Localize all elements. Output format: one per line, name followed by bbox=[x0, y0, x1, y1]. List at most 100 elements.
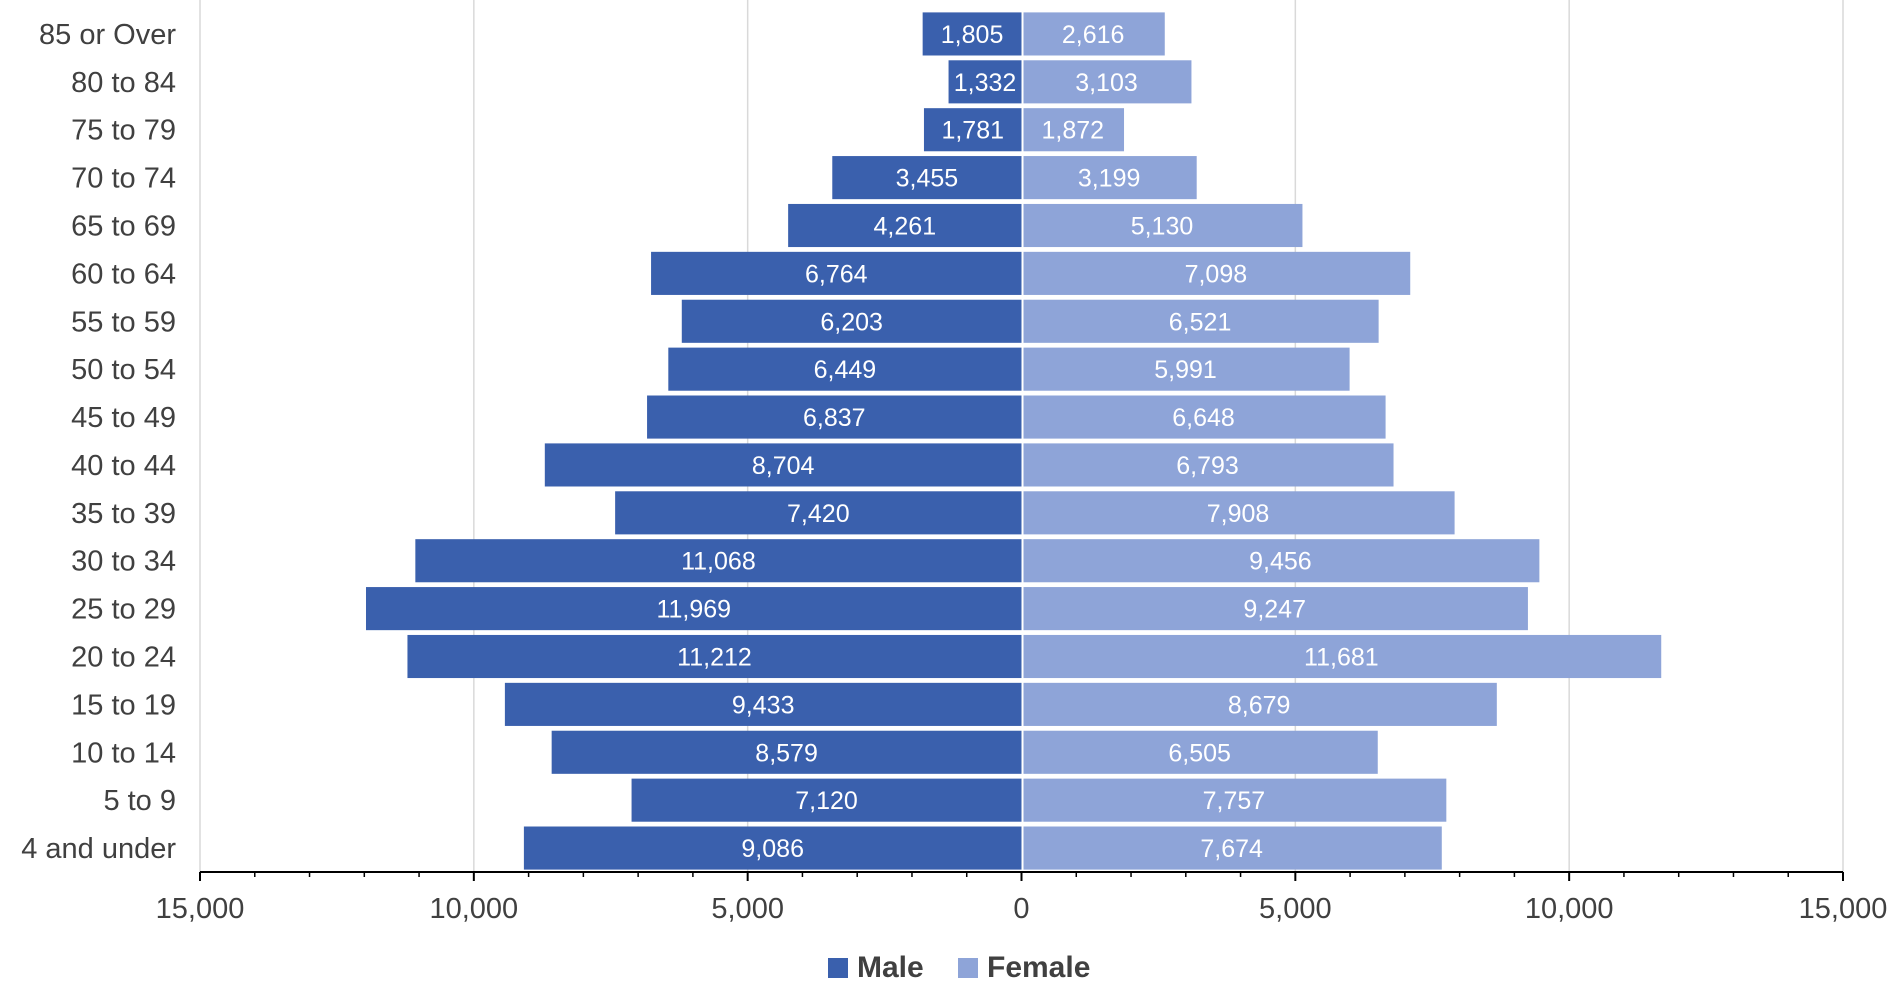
legend: Male Female bbox=[828, 951, 1090, 984]
category-label: 85 or Over bbox=[39, 19, 176, 51]
x-axis: 15,000 10,000 5,000 0 5,000 10,000 15,000 bbox=[156, 871, 1888, 925]
category-label: 30 to 34 bbox=[71, 546, 176, 578]
bar-male bbox=[948, 60, 1022, 104]
x-tick-label: 5,000 bbox=[711, 893, 784, 925]
data-label-male: 1,332 bbox=[954, 69, 1017, 97]
bar-female bbox=[1023, 203, 1303, 248]
x-tick-label: 10,000 bbox=[1525, 893, 1614, 925]
data-label-male: 11,969 bbox=[656, 596, 731, 624]
x-tick-label: 0 bbox=[1013, 893, 1029, 925]
data-label-male: 9,086 bbox=[741, 835, 804, 863]
data-label-male: 3,455 bbox=[896, 165, 959, 193]
category-label: 25 to 29 bbox=[71, 594, 176, 626]
bar-male bbox=[647, 395, 1022, 439]
data-label-male: 6,203 bbox=[820, 308, 883, 336]
data-label-female: 6,648 bbox=[1172, 404, 1235, 432]
bar-male bbox=[668, 347, 1022, 391]
bar-male bbox=[407, 634, 1022, 679]
x-tick-label: 15,000 bbox=[156, 893, 245, 925]
bar-male bbox=[523, 826, 1022, 870]
bar-female bbox=[1023, 251, 1411, 295]
data-label-female: 7,908 bbox=[1207, 500, 1270, 528]
category-label: 40 to 44 bbox=[71, 450, 176, 482]
category-label: 70 to 74 bbox=[71, 163, 176, 195]
bar-male bbox=[551, 730, 1022, 774]
x-tick-label: 15,000 bbox=[1799, 893, 1888, 925]
data-label-female: 6,505 bbox=[1168, 739, 1231, 767]
data-label-male: 4,261 bbox=[874, 213, 937, 241]
bar-female bbox=[1023, 108, 1125, 152]
data-label-male: 6,449 bbox=[814, 356, 877, 384]
data-label-male: 11,212 bbox=[677, 644, 752, 672]
category-label: 65 to 69 bbox=[71, 211, 176, 243]
bar-male bbox=[922, 12, 1022, 56]
legend-swatch-male bbox=[828, 958, 848, 978]
category-label: 50 to 54 bbox=[71, 354, 176, 386]
data-label-female: 5,130 bbox=[1131, 213, 1194, 241]
bar-female bbox=[1023, 347, 1350, 391]
bar-male bbox=[544, 443, 1022, 487]
category-label: 75 to 79 bbox=[71, 115, 176, 147]
data-label-male: 7,120 bbox=[795, 787, 858, 815]
bars: 1,805 2,616 1,332 3,103 1,781 1,872 3,455 3,199… bbox=[365, 12, 1662, 870]
legend-label-male: Male bbox=[857, 951, 924, 984]
data-label-male: 8,579 bbox=[755, 739, 818, 767]
data-label-female: 9,456 bbox=[1249, 548, 1312, 576]
bar-female bbox=[1023, 156, 1197, 200]
bar-female bbox=[1023, 730, 1378, 774]
legend-swatch-female bbox=[958, 958, 978, 978]
data-label-male: 6,764 bbox=[805, 260, 868, 288]
category-label: 55 to 59 bbox=[71, 306, 176, 338]
x-tick-label: 5,000 bbox=[1259, 893, 1332, 925]
data-label-female: 5,991 bbox=[1154, 356, 1217, 384]
bar-male bbox=[365, 587, 1022, 631]
bar-female bbox=[1023, 299, 1379, 343]
data-label-male: 1,805 bbox=[941, 21, 1004, 49]
data-label-male: 1,781 bbox=[941, 117, 1004, 145]
bar-female bbox=[1023, 491, 1455, 535]
x-tick-label: 10,000 bbox=[429, 893, 518, 925]
data-label-male: 8,704 bbox=[752, 452, 815, 480]
bar-female bbox=[1023, 395, 1386, 439]
data-label-male: 6,837 bbox=[803, 404, 866, 432]
data-label-female: 3,103 bbox=[1075, 69, 1138, 97]
category-label: 20 to 24 bbox=[71, 642, 176, 674]
data-label-female: 3,199 bbox=[1078, 165, 1141, 193]
bar-female bbox=[1023, 443, 1394, 487]
bar-male bbox=[415, 539, 1022, 583]
data-label-female: 1,872 bbox=[1041, 117, 1104, 145]
category-label: 10 to 14 bbox=[71, 737, 176, 769]
data-label-male: 7,420 bbox=[787, 500, 850, 528]
legend-label-female: Female bbox=[987, 951, 1090, 984]
bar-male bbox=[681, 299, 1022, 343]
data-label-female: 6,793 bbox=[1176, 452, 1239, 480]
category-label: 60 to 64 bbox=[71, 258, 176, 290]
bar-female bbox=[1023, 587, 1528, 631]
data-label-female: 7,098 bbox=[1185, 260, 1248, 288]
category-label: 35 to 39 bbox=[71, 498, 176, 530]
category-label: 45 to 49 bbox=[71, 402, 176, 434]
data-label-male: 9,433 bbox=[732, 691, 795, 719]
category-label: 80 to 84 bbox=[71, 67, 176, 99]
bar-male bbox=[923, 108, 1022, 152]
category-labels: 85 or Over 80 to 84 75 to 79 70 to 74 65 to … bbox=[21, 19, 176, 865]
bar-male bbox=[832, 156, 1022, 200]
bar-female bbox=[1023, 634, 1662, 679]
data-label-female: 9,247 bbox=[1243, 596, 1306, 624]
data-label-female: 11,681 bbox=[1304, 644, 1379, 672]
data-label-female: 7,674 bbox=[1200, 835, 1263, 863]
bar-male bbox=[788, 203, 1022, 248]
data-label-female: 7,757 bbox=[1203, 787, 1266, 815]
data-label-female: 2,616 bbox=[1062, 21, 1125, 49]
bar-female bbox=[1023, 682, 1497, 726]
category-label: 15 to 19 bbox=[71, 689, 176, 721]
bar-male bbox=[651, 251, 1022, 295]
bar-female bbox=[1023, 778, 1447, 822]
bar-female bbox=[1023, 539, 1540, 583]
category-label: 4 and under bbox=[21, 833, 176, 865]
bar-male bbox=[504, 682, 1022, 726]
bar-male bbox=[615, 491, 1022, 535]
data-label-female: 8,679 bbox=[1228, 691, 1291, 719]
bar-female bbox=[1023, 826, 1442, 870]
